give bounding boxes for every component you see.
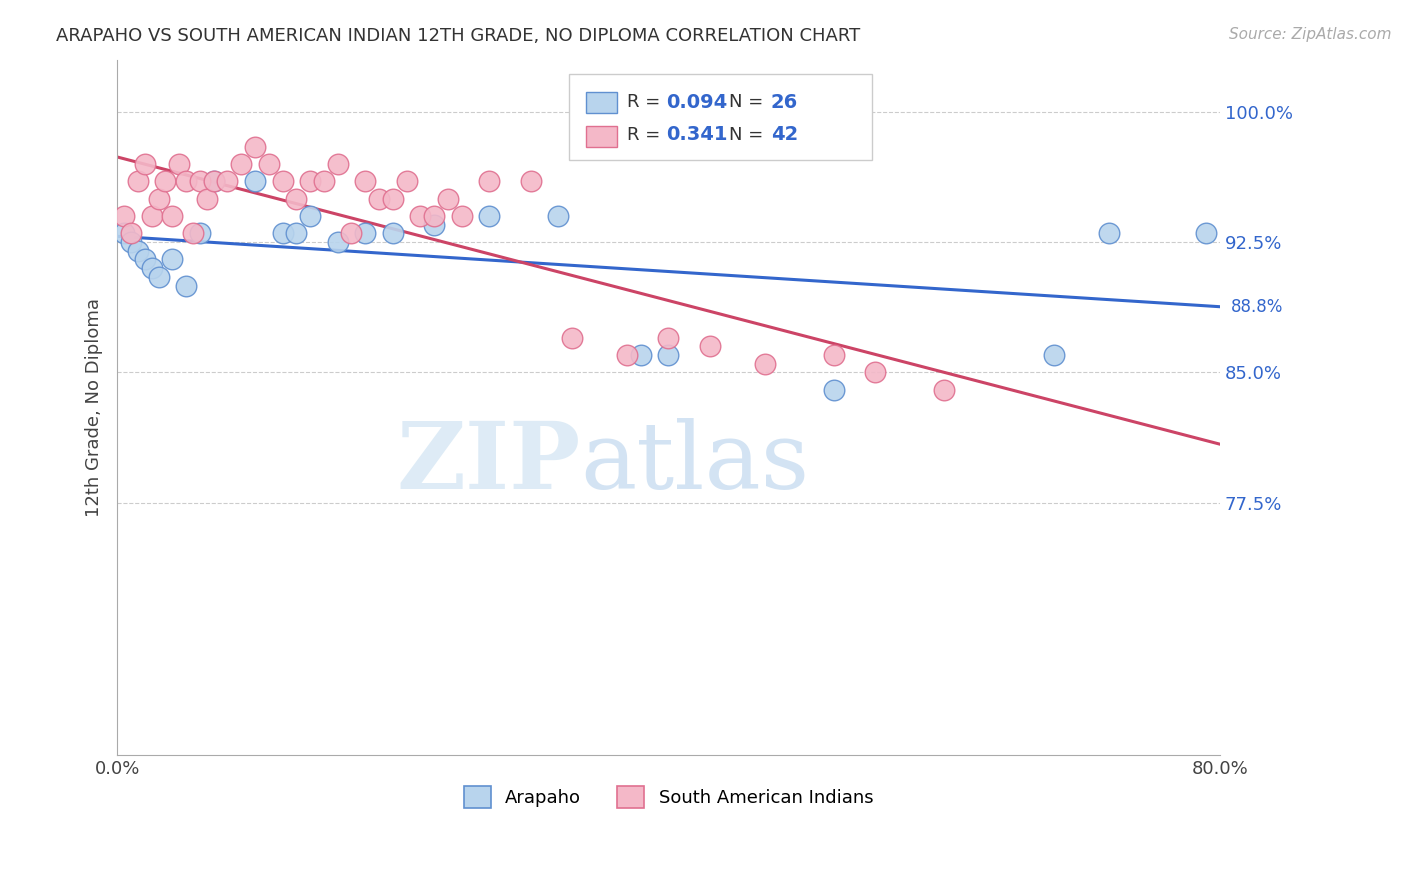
Point — [823, 348, 845, 362]
Point — [120, 227, 142, 241]
Point — [395, 174, 418, 188]
Point — [299, 209, 322, 223]
Point — [285, 227, 308, 241]
Point — [478, 174, 501, 188]
Point — [167, 157, 190, 171]
Text: Source: ZipAtlas.com: Source: ZipAtlas.com — [1229, 27, 1392, 42]
Text: 88.8%: 88.8% — [1230, 298, 1284, 316]
Point — [127, 244, 149, 258]
Point — [148, 192, 170, 206]
Point — [381, 192, 404, 206]
Point — [271, 174, 294, 188]
FancyBboxPatch shape — [569, 73, 872, 161]
Point — [141, 261, 163, 276]
Y-axis label: 12th Grade, No Diploma: 12th Grade, No Diploma — [86, 298, 103, 516]
Text: R =: R = — [627, 93, 665, 111]
Legend: Arapaho, South American Indians: Arapaho, South American Indians — [457, 779, 880, 815]
Text: N =: N = — [730, 93, 769, 111]
Point — [381, 227, 404, 241]
Point — [354, 174, 377, 188]
Point — [141, 209, 163, 223]
Text: 26: 26 — [770, 93, 799, 112]
Point — [162, 209, 184, 223]
Text: ZIP: ZIP — [396, 417, 581, 508]
Point — [1098, 227, 1121, 241]
Text: R =: R = — [627, 126, 665, 144]
Point — [155, 174, 177, 188]
Point — [312, 174, 335, 188]
Point — [863, 366, 886, 380]
Point — [202, 174, 225, 188]
Point — [437, 192, 460, 206]
Point — [823, 383, 845, 397]
Point — [326, 235, 349, 249]
Point — [134, 157, 156, 171]
FancyBboxPatch shape — [586, 92, 617, 113]
Point — [561, 331, 583, 345]
Point — [134, 252, 156, 267]
FancyBboxPatch shape — [586, 126, 617, 146]
Point — [368, 192, 391, 206]
Point — [174, 174, 197, 188]
Point — [1195, 227, 1218, 241]
Point — [699, 339, 721, 353]
Point — [519, 174, 541, 188]
Point — [112, 227, 135, 241]
Point — [1043, 348, 1066, 362]
Point — [423, 218, 446, 232]
Point — [243, 139, 266, 153]
Point — [657, 331, 679, 345]
Point — [257, 157, 280, 171]
Point — [148, 269, 170, 284]
Point — [120, 235, 142, 249]
Point — [271, 227, 294, 241]
Point — [616, 348, 638, 362]
Point — [423, 209, 446, 223]
Point — [217, 174, 239, 188]
Point — [127, 174, 149, 188]
Point — [932, 383, 955, 397]
Point — [231, 157, 253, 171]
Text: atlas: atlas — [581, 417, 810, 508]
Point — [188, 174, 211, 188]
Point — [162, 252, 184, 267]
Text: 0.094: 0.094 — [666, 93, 727, 112]
Point — [326, 157, 349, 171]
Point — [181, 227, 204, 241]
Point — [195, 192, 218, 206]
Text: N =: N = — [730, 126, 769, 144]
Point — [112, 209, 135, 223]
Point — [354, 227, 377, 241]
Point — [409, 209, 432, 223]
Point — [547, 209, 569, 223]
Text: 0.341: 0.341 — [666, 125, 728, 145]
Point — [657, 348, 679, 362]
Point — [478, 209, 501, 223]
Point — [285, 192, 308, 206]
Text: ARAPAHO VS SOUTH AMERICAN INDIAN 12TH GRADE, NO DIPLOMA CORRELATION CHART: ARAPAHO VS SOUTH AMERICAN INDIAN 12TH GR… — [56, 27, 860, 45]
Point — [299, 174, 322, 188]
Point — [450, 209, 472, 223]
Point — [243, 174, 266, 188]
Point — [174, 278, 197, 293]
Point — [340, 227, 363, 241]
Point — [202, 174, 225, 188]
Text: 42: 42 — [770, 125, 799, 145]
Point — [188, 227, 211, 241]
Point — [754, 357, 776, 371]
Point — [630, 348, 652, 362]
